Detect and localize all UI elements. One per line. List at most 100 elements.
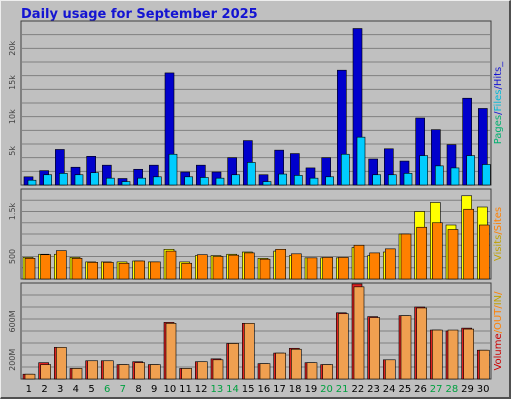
legend-entry: Files <box>493 90 504 112</box>
bar-sites <box>259 258 271 280</box>
legend-entry: Visits <box>493 235 504 262</box>
bar-out <box>165 323 177 380</box>
chart-title: Daily usage for September 2025 <box>21 7 258 22</box>
bar-files <box>74 174 84 186</box>
bar-out <box>134 362 145 380</box>
legend-entry: / <box>493 231 504 235</box>
bar-files <box>435 165 444 186</box>
y-tick-label: 200M <box>8 349 17 371</box>
legend-entry: OUT <box>493 308 504 330</box>
day-label: 18 <box>289 384 302 395</box>
bar-out <box>479 349 490 380</box>
y-tick-label: 15k <box>8 75 17 90</box>
legend-entry: Sites <box>493 207 504 231</box>
bar-sites <box>244 252 255 280</box>
legend-hits: Pages/Files/Hits_ <box>493 61 504 145</box>
legend-entry: IN <box>493 295 504 305</box>
bar-out <box>416 307 427 380</box>
bar-files <box>59 173 68 186</box>
bar-files <box>137 177 146 186</box>
legend-entry: / <box>493 329 504 333</box>
day-label: 1 <box>26 384 32 395</box>
bar-sites <box>275 249 286 280</box>
day-label: 7 <box>120 384 126 395</box>
bar-out <box>212 359 224 380</box>
bar-sites <box>212 256 224 280</box>
day-label: 5 <box>88 384 94 395</box>
bar-files <box>27 179 37 186</box>
legend-entry: Hits <box>493 67 504 86</box>
day-label: 14 <box>226 384 239 395</box>
y-tick-label: 500 <box>8 249 17 264</box>
day-label: 8 <box>135 384 141 395</box>
bar-out <box>150 364 161 380</box>
bar-files <box>121 181 131 186</box>
day-label: 13 <box>210 384 223 395</box>
y-tick-label: 600M <box>8 310 17 332</box>
day-label: 2 <box>41 384 47 395</box>
bar-out <box>71 368 83 380</box>
legend-entry: Pages <box>493 115 504 144</box>
bar-out <box>197 361 208 380</box>
bar-sites <box>416 226 427 280</box>
bar-sites <box>479 224 490 280</box>
day-label: 16 <box>257 384 270 395</box>
bar-sites <box>197 254 208 280</box>
bar-sites <box>24 257 36 280</box>
bar-sites <box>338 257 349 280</box>
bar-files <box>372 174 381 186</box>
bar-sites <box>463 208 474 280</box>
bar-sites <box>165 250 177 280</box>
y-tick-label: 1.5k <box>8 202 17 220</box>
y-tick-label: 10k <box>8 109 17 124</box>
day-label: 23 <box>367 384 380 395</box>
bar-out <box>463 328 474 380</box>
bar-files <box>168 153 178 186</box>
y-tick-label: 20k <box>8 41 17 56</box>
bar-files <box>106 177 115 186</box>
bar-files <box>231 174 240 186</box>
day-label: 29 <box>461 384 474 395</box>
bar-out <box>244 323 255 380</box>
bar-sites <box>181 262 192 280</box>
bar-files <box>341 153 350 186</box>
bar-out <box>385 359 396 380</box>
legend-entry: Volume <box>493 333 504 370</box>
bar-files <box>309 177 319 186</box>
bar-files <box>482 164 491 186</box>
day-label: 24 <box>383 384 396 395</box>
bar-files <box>43 174 52 186</box>
day-label: 28 <box>445 384 458 395</box>
day-label: 22 <box>351 384 364 395</box>
day-label: 15 <box>242 384 255 395</box>
bar-sites <box>432 222 443 280</box>
bar-files <box>403 173 413 186</box>
bar-sites <box>447 229 459 280</box>
bar-files <box>215 177 225 186</box>
day-label: 19 <box>304 384 317 395</box>
y-tick-label: 5k <box>8 146 17 156</box>
bar-out <box>369 317 380 380</box>
bar-files <box>247 162 256 186</box>
bar-out <box>353 286 365 380</box>
day-label: 12 <box>195 384 208 395</box>
bar-out <box>291 348 302 380</box>
bar-out <box>56 347 67 380</box>
bar-files <box>388 174 397 186</box>
bar-out <box>275 352 286 380</box>
bar-sites <box>103 262 114 280</box>
bar-out <box>259 363 271 380</box>
day-label: 3 <box>57 384 63 395</box>
bar-files <box>278 173 287 186</box>
legend-volume: Volume/OUT/IN/ <box>493 291 504 371</box>
bar-sites <box>56 250 67 280</box>
bar-files <box>466 155 475 186</box>
bar-sites <box>40 254 51 280</box>
bar-out <box>40 364 51 380</box>
bar-sites <box>353 244 365 280</box>
bar-out <box>400 315 412 380</box>
bar-sites <box>291 253 302 280</box>
bar-out <box>338 313 349 380</box>
